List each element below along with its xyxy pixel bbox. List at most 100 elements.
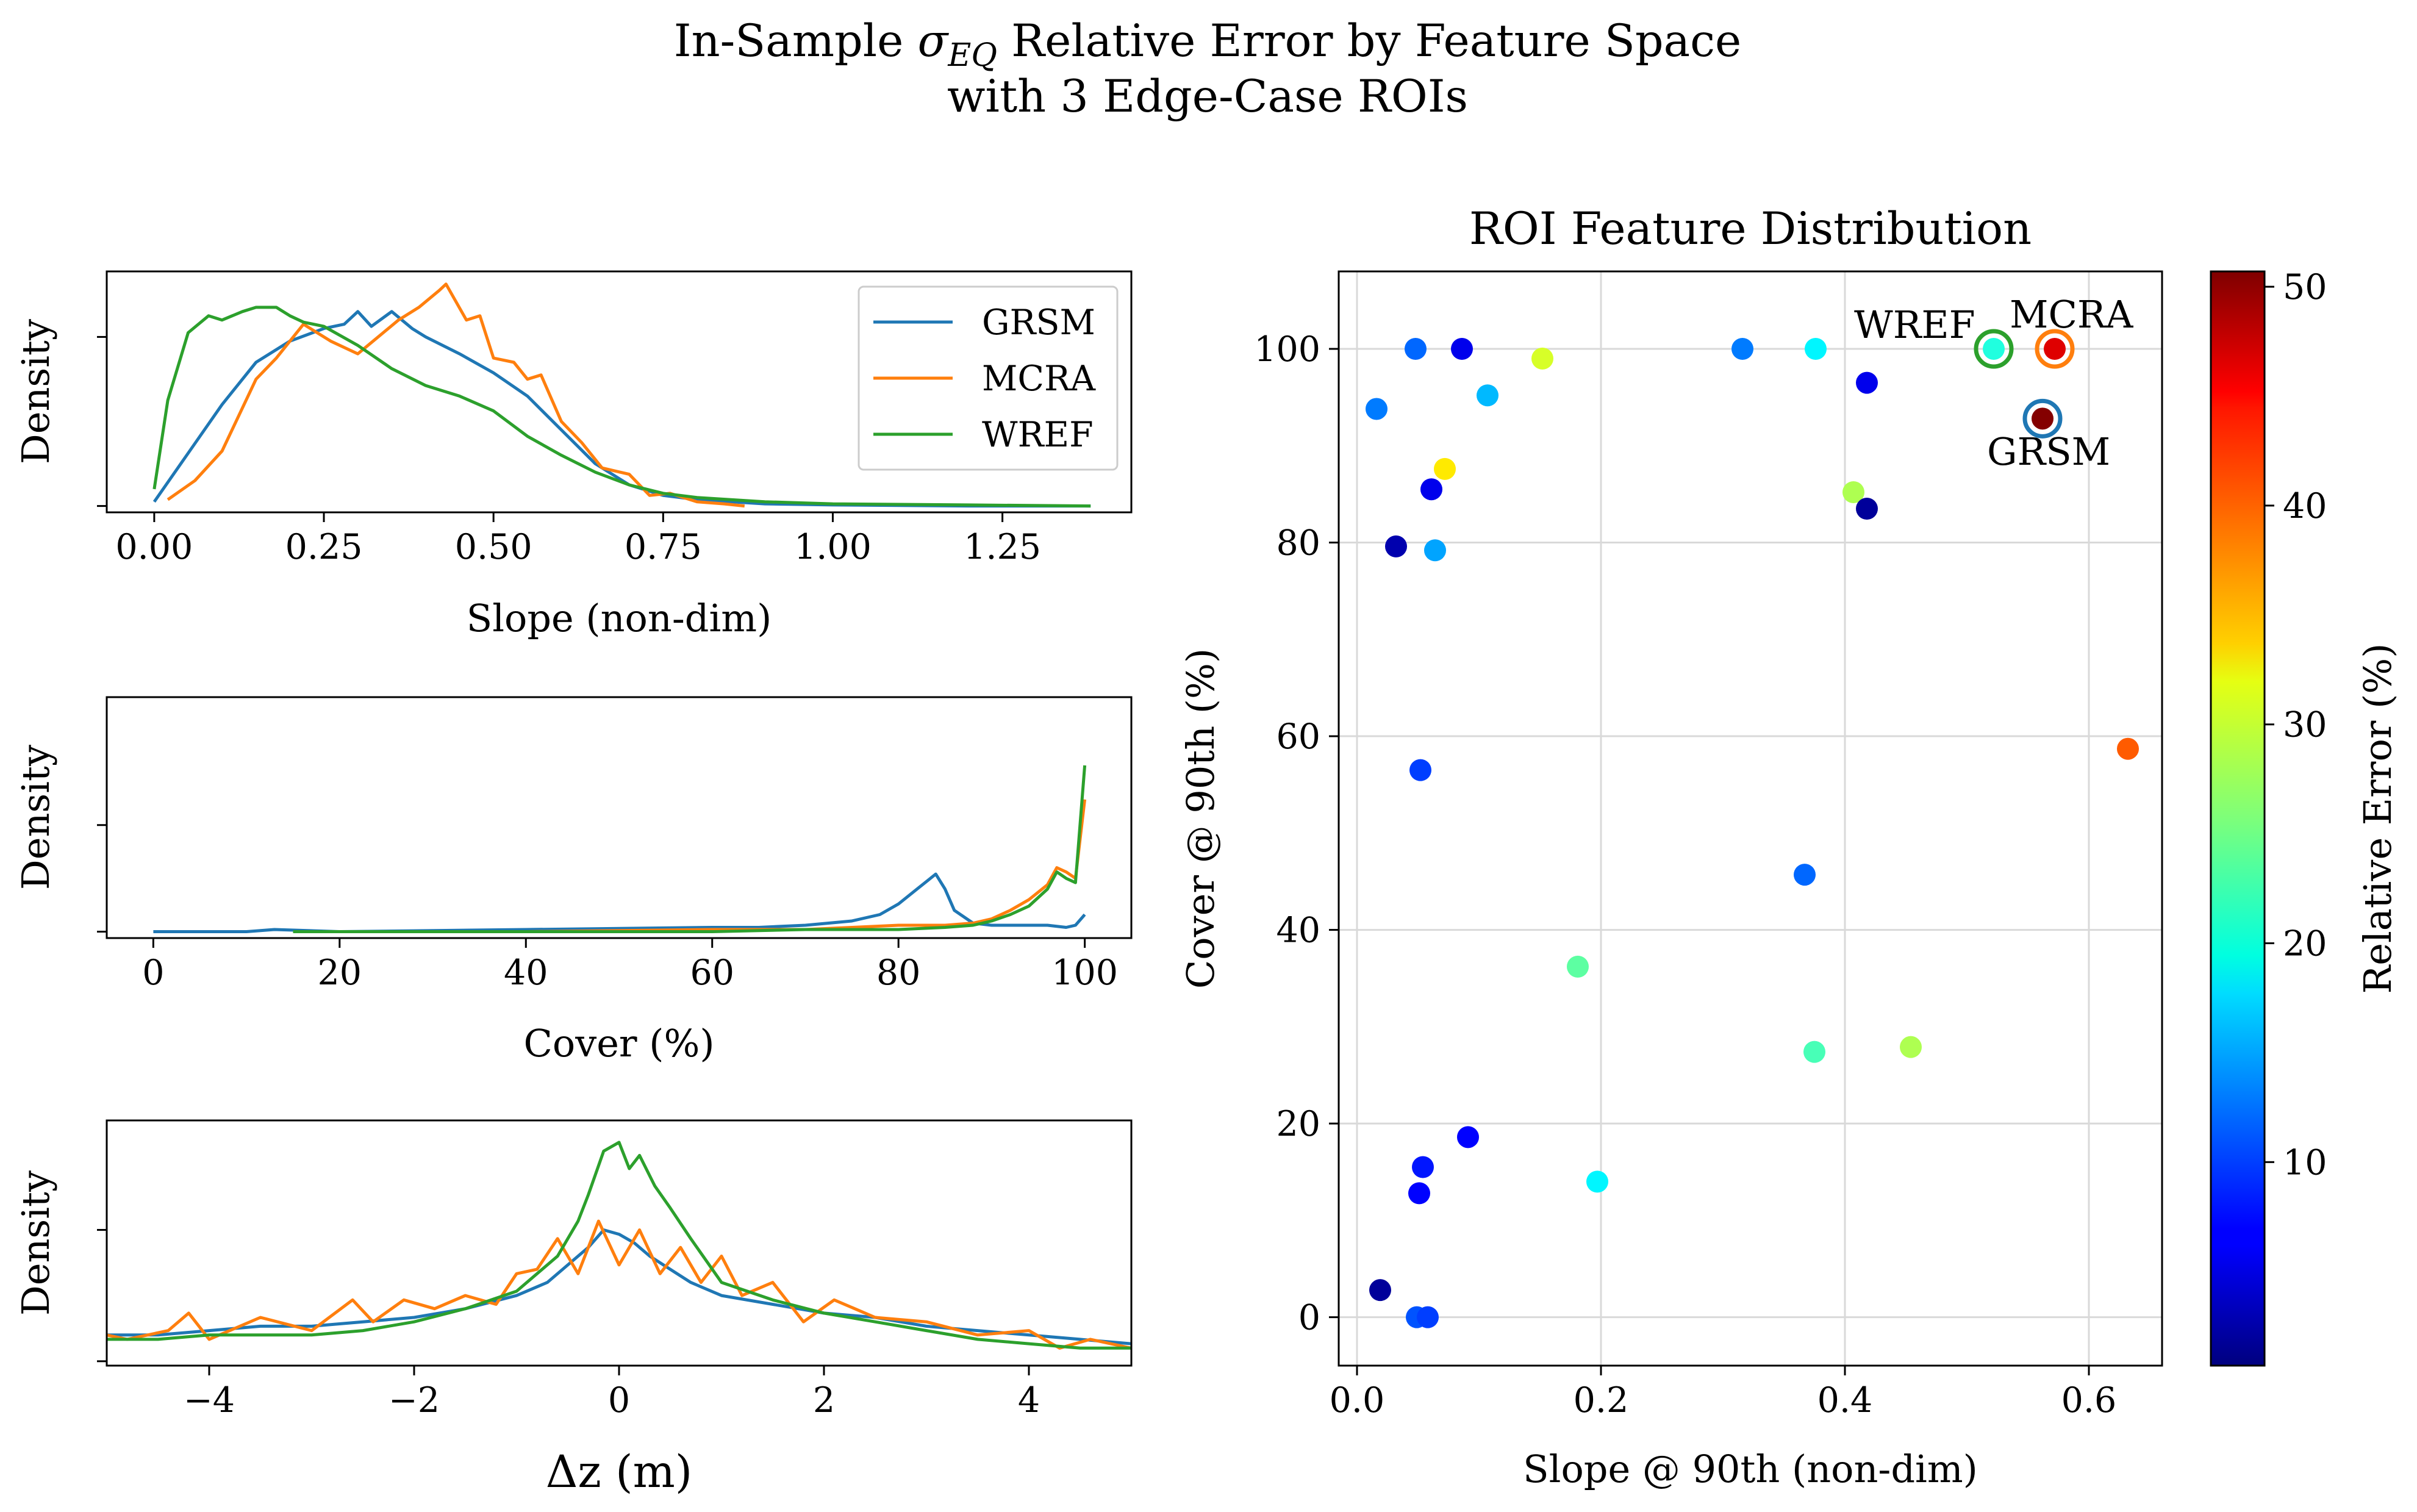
roi-point xyxy=(1856,497,1878,520)
roi-point xyxy=(1417,1306,1439,1328)
colorbar-tick-label: 10 xyxy=(2283,1142,2327,1183)
dz-xtick-label: −4 xyxy=(184,1380,235,1421)
roi-ytick-label: 60 xyxy=(1276,717,1320,757)
dz-xtick-label: 0 xyxy=(608,1380,630,1421)
dz-xlabel: Δz (m) xyxy=(546,1446,693,1498)
roi-xtick-label: 0.2 xyxy=(1574,1380,1629,1421)
dz-lines xyxy=(107,1141,1131,1350)
slope-plot-frame xyxy=(106,270,1133,514)
roi-point xyxy=(1408,1182,1430,1205)
cover-ticks: 0 20 40 60 80 100 xyxy=(97,824,1118,993)
cover-panel: 0 20 40 60 80 100 Cover (%) Density xyxy=(13,696,1133,1066)
roi-point xyxy=(1420,478,1442,501)
roi-xtick-label: 0.4 xyxy=(1817,1380,1873,1421)
dz-line-wref xyxy=(107,1141,1131,1350)
slope-line-mcra xyxy=(167,282,745,508)
roi-title: ROI Feature Distribution xyxy=(1469,203,2032,255)
roi-highlighted xyxy=(1974,329,2075,439)
cover-xtick-label: 20 xyxy=(318,953,362,993)
cover-plot-frame xyxy=(106,696,1133,939)
dz-ylabel: Density xyxy=(13,1170,58,1316)
slope-xlabel: Slope (non-dim) xyxy=(467,596,772,640)
roi-point xyxy=(1369,1279,1391,1302)
figure-title: In-Sample σEQ Relative Error by Feature … xyxy=(674,15,1741,74)
roi-point xyxy=(1409,759,1431,781)
roi-point xyxy=(1856,371,1878,394)
dz-xtick-label: −2 xyxy=(389,1380,440,1421)
dz-panel: −4 −2 0 2 4 Δz (m) Density xyxy=(13,1119,1133,1498)
legend-box xyxy=(858,285,1119,471)
slope-xtick-label: 0.00 xyxy=(115,527,193,567)
dz-line-grsm xyxy=(107,1228,1131,1345)
roi-point xyxy=(1567,955,1589,978)
roi-highlight-ring-grsm xyxy=(2022,398,2063,439)
roi-point xyxy=(1794,864,1816,886)
roi-xtick-label: 0.0 xyxy=(1330,1380,1385,1421)
slope-lines xyxy=(152,282,1091,508)
figure-subtitle: with 3 Edge-Case ROIs xyxy=(947,71,1468,123)
roi-point xyxy=(1405,338,1427,360)
roi-point xyxy=(1731,338,1753,360)
roi-highlight-point-mcra xyxy=(2044,338,2066,360)
roi-panel: ROI Feature Distribution 0.0 0.2 0.4 0.6 0 20… xyxy=(1178,203,2163,1491)
roi-plot-frame xyxy=(1337,270,2163,1367)
roi-ylabel: Cover @ 90th (%) xyxy=(1178,648,1223,989)
roi-highlight-ring-wref xyxy=(1974,329,2014,369)
dz-xtick-label: 2 xyxy=(813,1380,835,1421)
cover-xtick-label: 80 xyxy=(876,953,921,993)
cover-ylabel: Density xyxy=(13,745,58,890)
cover-xlabel: Cover (%) xyxy=(523,1021,714,1066)
slope-ticks: 0.00 0.25 0.50 0.75 1.00 1.25 xyxy=(97,335,1041,567)
slope-ylabel: Density xyxy=(13,319,58,464)
roi-point xyxy=(1385,535,1407,557)
colorbar-tick-label: 30 xyxy=(2283,705,2327,745)
cover-xtick-label: 100 xyxy=(1051,953,1118,993)
colorbar-ticks: 10 20 30 40 50 xyxy=(2265,267,2327,1183)
slope-xtick-label: 1.25 xyxy=(964,527,1041,567)
roi-highlight-point-wref xyxy=(1983,338,2005,360)
roi-annotation-mcra: MCRA xyxy=(2010,292,2134,337)
roi-grid xyxy=(1339,271,2162,1366)
roi-annotation-grsm: GRSM xyxy=(1987,429,2110,474)
slope-panel: 0.00 0.25 0.50 0.75 1.00 1.25 GRSM MCRA WREF … xyxy=(13,270,1133,640)
roi-point xyxy=(1457,1126,1479,1148)
dz-ticks: −4 −2 0 2 4 xyxy=(97,1228,1040,1421)
roi-ytick-label: 0 xyxy=(1298,1298,1320,1338)
roi-xtick-label: 0.6 xyxy=(2061,1380,2117,1421)
cover-xtick-label: 40 xyxy=(504,953,548,993)
dz-line-mcra xyxy=(107,1219,1131,1350)
dz-xtick-label: 4 xyxy=(1018,1380,1040,1421)
roi-highlight-point-grsm xyxy=(2032,407,2054,430)
slope-line-grsm xyxy=(152,310,1091,508)
roi-point xyxy=(1803,1041,1825,1063)
roi-point xyxy=(1805,338,1827,360)
roi-point xyxy=(1900,1036,1922,1058)
cover-lines xyxy=(153,765,1087,933)
cover-xtick-label: 0 xyxy=(142,953,164,993)
cover-xtick-label: 60 xyxy=(690,953,734,993)
roi-point xyxy=(1424,539,1446,562)
cover-line-wref xyxy=(293,765,1087,933)
roi-xlabel: Slope @ 90th (non-dim) xyxy=(1523,1447,1978,1491)
roi-ytick-label: 80 xyxy=(1276,523,1320,564)
colorbar: 10 20 30 40 50 Relative Error (%) xyxy=(2210,267,2400,1367)
legend-label-mcra: MCRA xyxy=(982,359,1096,399)
roi-point xyxy=(1531,347,1553,370)
roi-annotation-wref: WREF xyxy=(1854,303,1975,347)
slope-line-wref xyxy=(152,306,1091,508)
legend-label-wref: WREF xyxy=(982,415,1094,455)
legend: GRSM MCRA WREF xyxy=(858,285,1119,471)
title-prefix: In-Sample xyxy=(674,15,918,67)
legend-label-grsm: GRSM xyxy=(982,303,1095,343)
colorbar-tick-label: 40 xyxy=(2283,486,2327,526)
roi-ytick-label: 40 xyxy=(1276,911,1320,951)
dz-plot-frame xyxy=(106,1119,1133,1367)
roi-ticks: 0.0 0.2 0.4 0.6 0 20 40 60 80 100 xyxy=(1254,329,2116,1421)
roi-highlight-ring-mcra xyxy=(2035,329,2075,369)
roi-point xyxy=(1586,1170,1608,1193)
roi-ytick-label: 20 xyxy=(1276,1104,1320,1144)
slope-xtick-label: 0.50 xyxy=(455,527,532,567)
title-sigma: σ xyxy=(918,15,950,67)
roi-point xyxy=(1366,398,1388,420)
